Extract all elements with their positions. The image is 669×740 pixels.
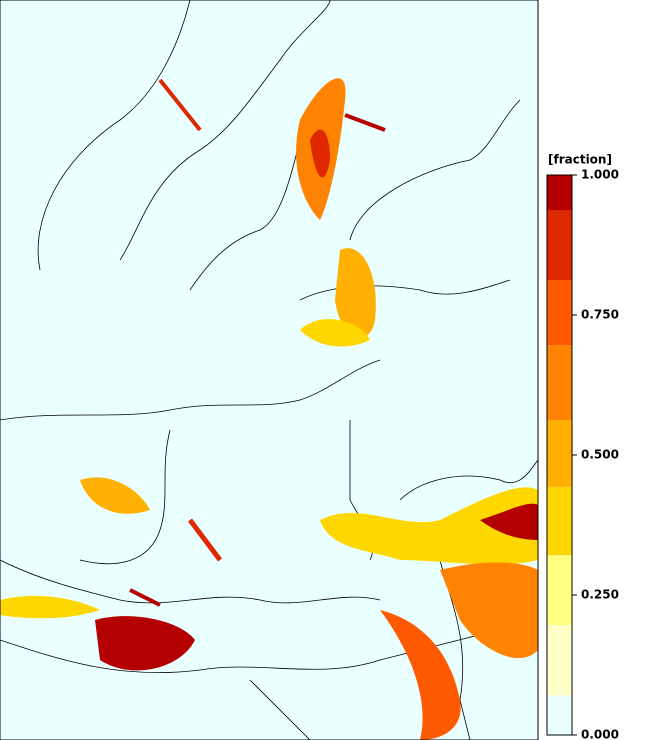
tick-label: 1.000 xyxy=(581,168,619,182)
colorbar-band xyxy=(547,420,572,487)
colorbar-band xyxy=(547,555,572,626)
colorbar-title: [fraction] xyxy=(548,153,612,167)
colorbar-band xyxy=(547,486,572,556)
colorbar: 1.000 0.750 0.500 0.250 0.000 xyxy=(546,168,619,740)
colorbar-band xyxy=(547,695,572,735)
tick-label: 0.000 xyxy=(581,728,619,740)
colorbar-band xyxy=(547,175,572,210)
map xyxy=(0,0,539,740)
tick-label: 0.500 xyxy=(581,448,619,462)
colorbar-band xyxy=(547,210,572,280)
map-background xyxy=(0,0,538,740)
colorbar-band xyxy=(547,280,572,346)
tick-label: 0.750 xyxy=(581,308,619,322)
borders xyxy=(0,0,539,740)
map-frame xyxy=(0,0,539,740)
tick-label: 0.250 xyxy=(581,588,619,602)
colorbar-band xyxy=(547,345,572,420)
fraction-field xyxy=(0,78,538,740)
colorbar-band xyxy=(547,625,572,696)
